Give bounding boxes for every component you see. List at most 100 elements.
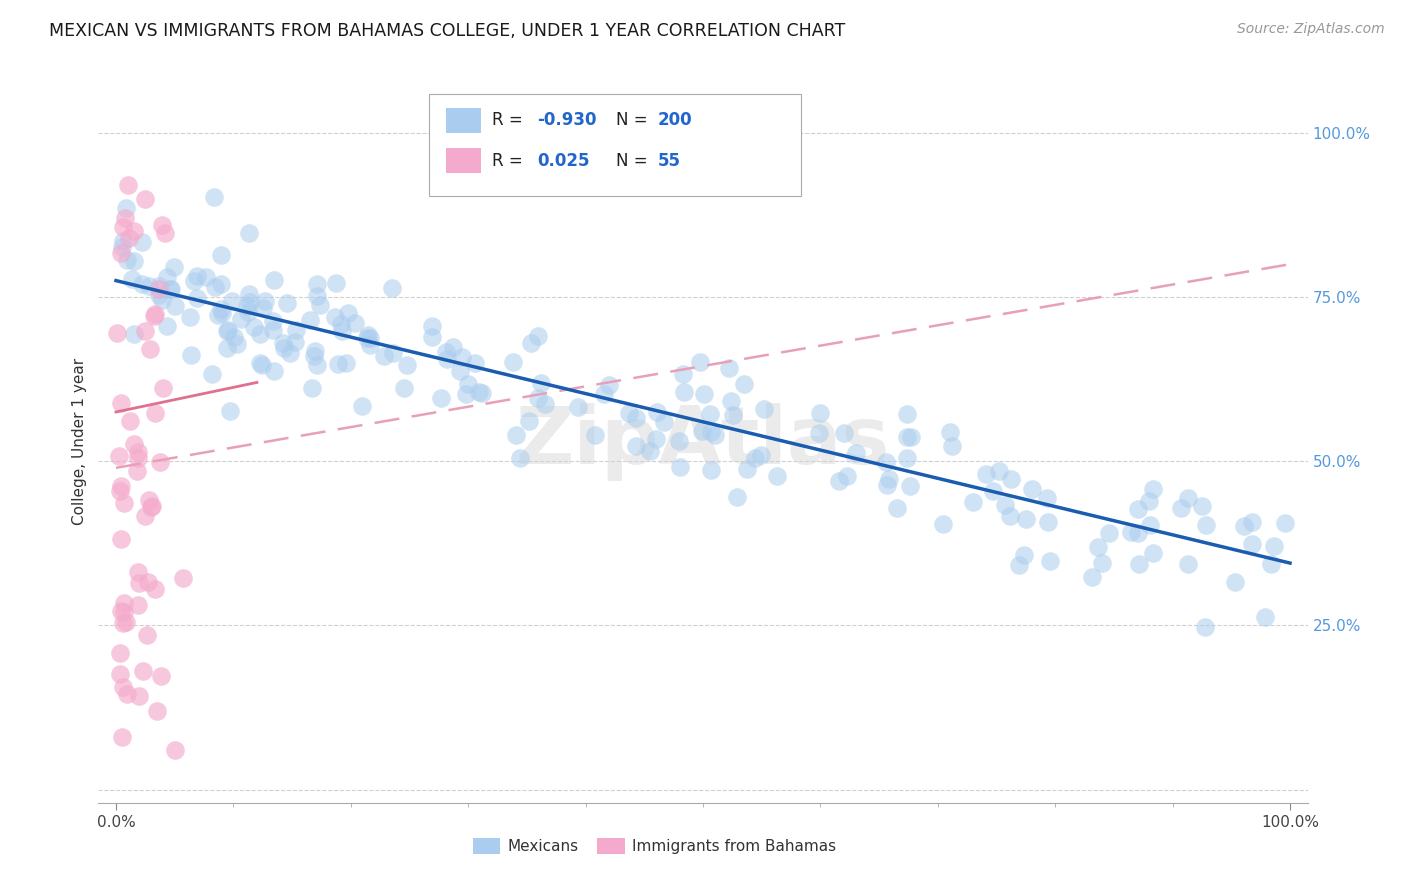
- Point: [735, 462, 758, 476]
- Point: [112, 680, 135, 694]
- Point: [122, 254, 145, 268]
- Point: [117, 178, 139, 193]
- Point: [302, 349, 325, 363]
- Point: [330, 324, 353, 338]
- Point: [721, 408, 744, 422]
- Point: [429, 391, 451, 405]
- Point: [699, 408, 721, 422]
- Point: [896, 450, 918, 465]
- Point: [1142, 483, 1164, 497]
- Point: [1170, 500, 1192, 515]
- Point: [1087, 540, 1109, 554]
- Point: [139, 342, 162, 356]
- Point: [520, 336, 543, 351]
- Point: [1139, 517, 1161, 532]
- Point: [1241, 515, 1264, 529]
- Point: [111, 240, 134, 254]
- Point: [131, 235, 153, 249]
- Point: [118, 231, 141, 245]
- Point: [159, 282, 181, 296]
- Point: [252, 301, 274, 315]
- Point: [236, 300, 259, 314]
- Point: [217, 323, 239, 337]
- Point: [218, 403, 240, 417]
- Point: [110, 532, 132, 546]
- Point: [238, 305, 260, 319]
- Point: [1142, 546, 1164, 560]
- Point: [1015, 512, 1038, 526]
- Point: [845, 446, 868, 460]
- Point: [835, 469, 858, 483]
- Point: [733, 376, 755, 391]
- Point: [502, 355, 524, 369]
- Point: [121, 272, 143, 286]
- Point: [1091, 556, 1114, 570]
- Point: [301, 381, 323, 395]
- Point: [284, 335, 307, 350]
- Point: [434, 345, 457, 359]
- Point: [163, 260, 186, 275]
- Point: [567, 401, 589, 415]
- Point: [231, 312, 253, 326]
- Point: [669, 459, 692, 474]
- Point: [583, 427, 606, 442]
- Point: [114, 496, 136, 510]
- Point: [127, 598, 149, 612]
- Point: [263, 273, 285, 287]
- Point: [108, 450, 131, 464]
- Point: [1081, 570, 1104, 584]
- Point: [981, 483, 1004, 498]
- Point: [134, 324, 156, 338]
- Point: [765, 469, 787, 483]
- Point: [647, 405, 669, 419]
- Point: [450, 350, 472, 364]
- Point: [1128, 557, 1150, 571]
- Y-axis label: College, Under 1 year: College, Under 1 year: [72, 358, 87, 525]
- Point: [305, 277, 328, 292]
- Point: [128, 575, 150, 590]
- Point: [534, 397, 557, 411]
- Point: [1039, 554, 1062, 568]
- Point: [127, 445, 149, 459]
- Point: [900, 430, 922, 444]
- Point: [202, 190, 225, 204]
- Point: [111, 730, 134, 744]
- Point: [180, 348, 202, 362]
- Point: [122, 224, 145, 238]
- Point: [396, 359, 419, 373]
- Point: [112, 605, 135, 619]
- Point: [1014, 548, 1036, 562]
- Point: [1126, 525, 1149, 540]
- Point: [898, 479, 921, 493]
- Point: [211, 306, 233, 320]
- Point: [183, 274, 205, 288]
- Point: [344, 316, 367, 330]
- Point: [530, 376, 553, 391]
- Point: [962, 495, 984, 509]
- Point: [689, 355, 711, 369]
- Text: R =: R =: [492, 152, 529, 169]
- Point: [471, 386, 494, 401]
- Point: [271, 336, 294, 351]
- Point: [262, 323, 284, 337]
- Point: [186, 268, 208, 283]
- Point: [807, 425, 830, 440]
- Point: [136, 574, 159, 589]
- Point: [138, 278, 160, 293]
- Point: [356, 331, 378, 345]
- Point: [278, 346, 301, 360]
- Text: 200: 200: [658, 112, 693, 129]
- Point: [250, 358, 273, 372]
- Point: [110, 479, 132, 493]
- Point: [108, 484, 131, 499]
- Point: [896, 407, 918, 421]
- Point: [309, 297, 332, 311]
- Point: [156, 318, 179, 333]
- Point: [654, 415, 676, 429]
- Point: [974, 467, 997, 482]
- Point: [1177, 557, 1199, 571]
- Text: Source: ZipAtlas.com: Source: ZipAtlas.com: [1237, 22, 1385, 37]
- Point: [1260, 558, 1282, 572]
- Point: [134, 509, 156, 524]
- Point: [110, 396, 132, 410]
